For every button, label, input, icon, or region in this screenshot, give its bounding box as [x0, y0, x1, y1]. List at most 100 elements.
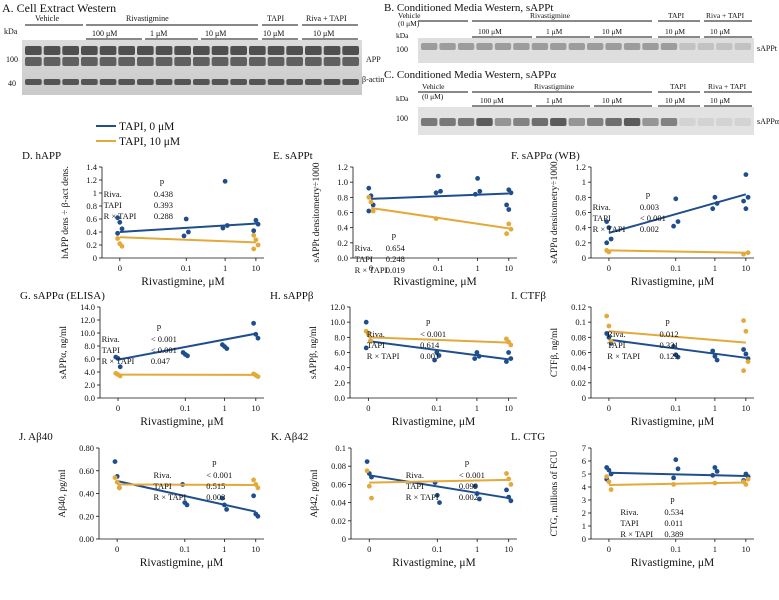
panel-b-dose-1: 1 μM: [546, 27, 563, 36]
panel-a-band-0-3: [81, 46, 98, 55]
panel-c-band-label: sAPPα: [757, 117, 779, 126]
panel-b-dose-10: 10 μM: [602, 27, 622, 36]
panel-a-band-2-5: [118, 79, 135, 85]
chart-f-point-tapi0: [712, 194, 718, 200]
chart-e-stat-label-tapi: TAPI: [355, 254, 373, 264]
chart-d-fit-line-tapi10: [119, 236, 256, 244]
panel-c-band-0-13: [660, 118, 678, 126]
chart-l-point-tapi10: [606, 479, 612, 485]
panel-a-band-2-16: [323, 79, 341, 85]
chart-j-title: J. Aβ40: [19, 431, 53, 443]
chart-e-ytick-label: 0.8: [337, 192, 348, 202]
chart-g-ytick-label: 4.0: [84, 367, 95, 377]
panel-c-band-0-5: [513, 118, 530, 126]
panel-b-band-0-14: [679, 43, 696, 50]
chart-i-ytick-label: 0: [582, 393, 586, 403]
chart-k-fit-line-tapi0: [369, 474, 509, 500]
panel-a-band-1-16: [323, 57, 341, 66]
chart-i-xtick-label: 10: [742, 403, 751, 413]
chart-j-point-tapi10: [114, 479, 120, 485]
chart-j-ytick-label: 0.60: [79, 466, 94, 476]
chart-e-point-tapi10: [508, 226, 514, 232]
chart-i-fit-line-tapi0: [608, 338, 746, 359]
chart-j-stat-value-tapi: 0.515: [206, 481, 225, 491]
panel-c-band-0-1: [439, 118, 456, 126]
panel-c-band-0-9: [587, 118, 604, 126]
panel-a-band-2-3: [81, 79, 98, 85]
chart-e-point-tapi10: [506, 221, 512, 227]
chart-h-stat-value-rxt: 0.001: [420, 351, 439, 361]
panel-b-band-0-0: [421, 43, 438, 50]
panel-b-band-0-15: [697, 43, 715, 50]
chart-h-point-tapi0: [508, 356, 514, 361]
panel-a-band-2-14: [286, 79, 303, 85]
chart-d-ytick-label: 1.4: [86, 162, 97, 172]
panel-b-bands: [421, 43, 751, 50]
chart-g-ytick-label: 8.0: [84, 341, 95, 351]
panel-c-dose-10: 10 μM: [602, 96, 622, 105]
chart-j-point-tapi0: [224, 507, 230, 512]
chart-g-stat-label-tapi: TAPI: [102, 345, 120, 355]
chart-h-stat-label-tapi: TAPI: [367, 340, 385, 350]
chart-d-point-tapi0: [115, 215, 120, 221]
chart-d-stat-value-rxt: 0.288: [154, 211, 173, 221]
chart-i-ytick-label: 0.12: [571, 302, 586, 312]
panel-a-band-0-16: [323, 46, 341, 55]
chart-g-point-tapi0: [185, 353, 190, 359]
chart-j-point-tapi0: [184, 502, 190, 508]
panel-c-group-riva-tapi: Riva + TAPI: [708, 82, 747, 91]
panel-b-band-0-5: [513, 43, 530, 50]
chart-g-stat-p-header: p: [157, 321, 161, 331]
chart-l-point-tapi10: [671, 482, 676, 487]
chart-l-point-tapi10: [712, 480, 718, 486]
chart-h-point-tapi0: [474, 350, 480, 355]
panel-b-group-tapi: TAPI: [668, 11, 685, 20]
chart-j: J. Aβ40 0.00 0.20 0.40 0.60 0.80 0 0.1 1 10 Rivast…: [19, 431, 264, 569]
chart-l-point-tapi0: [710, 472, 716, 478]
chart-f-point-tapi0: [604, 219, 610, 225]
chart-g-stat-label-riva: Riva.: [102, 334, 120, 344]
panel-b-band-0-3: [476, 43, 493, 50]
chart-i-point-tapi0: [604, 331, 610, 336]
chart-e-xlabel: Rivastigmine, μM: [393, 276, 476, 288]
chart-d: D. hAPP 0 0.2 0.4 0.6 0.8 1 1.2 1.4 0 0.1 1 10 Rivast…: [22, 150, 264, 288]
panel-b-marker-100: 100: [396, 45, 408, 54]
chart-i-point-tapi0: [671, 344, 676, 349]
panel-a-band-0-4: [99, 46, 117, 55]
chart-e-point-tapi0: [506, 207, 512, 212]
chart-e-xtick-label: 0.1: [433, 263, 444, 273]
chart-g-xlabel: Rivastigmine, μM: [140, 416, 223, 428]
chart-f-ytick-label: 0.2: [575, 238, 586, 248]
panel-a-marker-40: 40: [8, 79, 16, 88]
chart-l-xlabel: Rivastigmine, μM: [631, 557, 714, 569]
panel-c-dose-rt: 10 μM: [710, 96, 730, 105]
chart-d-point-tapi10: [253, 237, 259, 243]
chart-f-stat-label-rxt: R × TAPI: [593, 224, 626, 234]
chart-k-point-tapi0: [472, 483, 478, 489]
panel-c-band-0-15: [697, 118, 715, 126]
chart-j-stat-label-riva: Riva.: [153, 470, 171, 480]
chart-k-stat-p-header: p: [465, 457, 469, 467]
panel-a-band-1-5: [118, 57, 135, 66]
chart-l-ytick-label: 4: [582, 482, 587, 492]
chart-k-xtick-label: 0: [367, 544, 371, 554]
chart-d-xtick-label: 10: [252, 263, 261, 273]
chart-g-point-tapi0: [115, 356, 121, 361]
chart-l-point-tapi0: [608, 471, 614, 477]
chart-d-point-tapi0: [186, 229, 191, 235]
panel-a-band-1-2: [62, 57, 79, 66]
chart-i-stat-p-header: p: [665, 316, 669, 326]
chart-i-ytick-label: 0.08: [571, 332, 586, 342]
panel-a-band-1-15: [305, 57, 322, 66]
chart-d-point-tapi10: [251, 246, 257, 252]
chart-f-title: F. sAPPα (WB): [511, 150, 580, 162]
chart-k-ytick-label: 0: [342, 534, 346, 544]
chart-i-point-tapi10: [741, 368, 746, 374]
chart-d-point-tapi0: [224, 223, 230, 228]
chart-g-point-tapi10: [117, 373, 123, 379]
chart-e-stat-label-riva: Riva.: [355, 243, 373, 253]
chart-d-ylabel: hAPP dens ÷ β-act dens.: [61, 166, 71, 259]
chart-i-xlabel: Rivastigmine, μM: [631, 416, 714, 428]
panel-b-band-0-6: [531, 43, 549, 50]
